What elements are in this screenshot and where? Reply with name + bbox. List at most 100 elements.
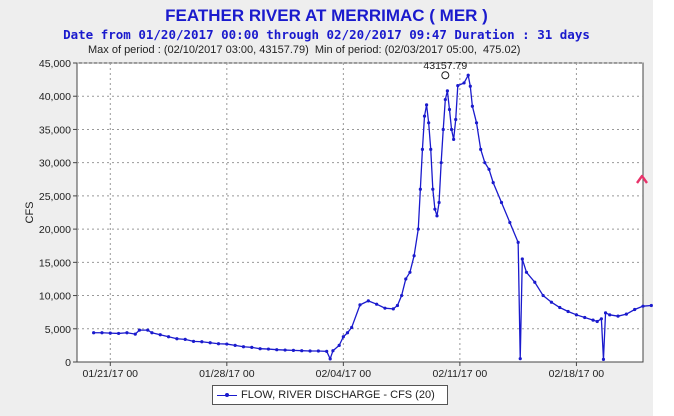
max-annotation: 43157.79 bbox=[423, 60, 467, 72]
data-point bbox=[408, 270, 412, 274]
data-point bbox=[520, 257, 524, 261]
data-point bbox=[427, 121, 431, 125]
data-point bbox=[633, 307, 637, 312]
data-point bbox=[316, 349, 320, 353]
data-point bbox=[100, 331, 104, 335]
data-point bbox=[422, 114, 427, 118]
data-point bbox=[558, 305, 562, 310]
data-point bbox=[649, 303, 653, 308]
x-tick-label: 02/11/17 00 bbox=[433, 368, 488, 380]
data-point bbox=[366, 299, 370, 303]
data-point bbox=[603, 311, 608, 315]
x-tick-label: 01/21/17 00 bbox=[83, 368, 139, 380]
data-point bbox=[283, 348, 287, 352]
data-point bbox=[601, 357, 606, 361]
data-point bbox=[441, 127, 445, 132]
data-point bbox=[183, 337, 187, 342]
data-point bbox=[616, 314, 620, 318]
data-point bbox=[487, 167, 491, 171]
y-tick-label: 25,000 bbox=[39, 191, 71, 203]
y-tick-label: 15,000 bbox=[39, 257, 71, 269]
data-point bbox=[350, 325, 354, 330]
data-point bbox=[499, 200, 504, 205]
data-point bbox=[418, 187, 422, 191]
data-point bbox=[437, 200, 441, 205]
max-marker bbox=[441, 71, 450, 80]
data-point bbox=[433, 207, 437, 211]
data-point bbox=[452, 137, 456, 142]
data-point bbox=[117, 331, 121, 336]
chart-legend: FLOW, RIVER DISCHARGE - CFS (20) bbox=[212, 385, 448, 405]
data-point bbox=[462, 81, 466, 85]
data-point bbox=[383, 306, 387, 310]
data-point bbox=[216, 342, 221, 346]
data-point bbox=[275, 348, 279, 352]
data-point bbox=[439, 161, 443, 165]
data-point bbox=[125, 331, 129, 335]
data-point bbox=[574, 313, 579, 317]
data-point bbox=[241, 345, 246, 349]
data-point bbox=[599, 317, 603, 321]
data-point bbox=[468, 84, 472, 88]
data-point bbox=[300, 349, 304, 353]
data-point bbox=[404, 277, 408, 281]
data-point bbox=[308, 349, 312, 353]
data-point bbox=[591, 318, 595, 322]
chart-title: FEATHER RIVER AT MERRIMAC ( MER ) bbox=[165, 6, 488, 25]
data-point bbox=[608, 313, 612, 317]
chart-subtitle: Date from 01/20/2017 00:00 through 02/20… bbox=[63, 27, 590, 42]
y-tick-label: 0 bbox=[65, 357, 71, 369]
data-point bbox=[166, 335, 171, 339]
data-point bbox=[266, 347, 271, 351]
data-point bbox=[420, 147, 425, 151]
data-point bbox=[435, 214, 439, 218]
arrow-mark-icon bbox=[636, 174, 648, 184]
data-point bbox=[137, 328, 142, 332]
flow-chart: 0 5,000 10,000 15,000 20,000 25,000 30,000 35,0… bbox=[24, 58, 653, 380]
y-tick-label: 35,000 bbox=[39, 124, 71, 136]
data-point bbox=[225, 342, 229, 346]
data-point bbox=[443, 97, 447, 102]
x-tick-label: 01/28/17 00 bbox=[199, 368, 255, 380]
data-point bbox=[456, 83, 460, 88]
data-point bbox=[133, 332, 137, 336]
data-point bbox=[291, 348, 296, 352]
legend-line-swatch bbox=[217, 391, 237, 400]
data-point bbox=[479, 147, 483, 151]
data-point bbox=[466, 73, 470, 77]
data-point bbox=[431, 187, 435, 191]
data-point bbox=[641, 304, 645, 308]
data-point bbox=[108, 331, 112, 335]
legend-label: FLOW, RIVER DISCHARGE - CFS (20) bbox=[241, 389, 435, 401]
data-point bbox=[395, 303, 400, 308]
data-point bbox=[449, 127, 454, 132]
data-point bbox=[470, 104, 474, 108]
data-point bbox=[358, 303, 362, 307]
data-point bbox=[416, 227, 420, 231]
data-point bbox=[92, 331, 96, 335]
y-tick-label: 45,000 bbox=[39, 58, 71, 70]
data-point bbox=[454, 117, 458, 122]
data-point bbox=[233, 343, 237, 347]
data-point bbox=[325, 349, 329, 353]
data-point bbox=[524, 270, 529, 274]
data-point bbox=[150, 331, 154, 335]
data-point bbox=[516, 240, 520, 244]
data-point bbox=[258, 347, 262, 351]
data-point bbox=[146, 328, 150, 332]
data-point bbox=[391, 307, 395, 311]
data-point bbox=[200, 340, 204, 344]
y-tick-label: 30,000 bbox=[39, 158, 71, 170]
data-point bbox=[566, 309, 570, 314]
data-point bbox=[208, 341, 212, 345]
data-point bbox=[533, 280, 537, 284]
data-point bbox=[429, 147, 433, 151]
data-point bbox=[191, 339, 196, 344]
plot-area bbox=[76, 62, 644, 363]
data-point bbox=[445, 89, 449, 93]
data-point bbox=[331, 349, 335, 353]
data-point bbox=[541, 293, 545, 298]
data-point bbox=[549, 300, 554, 304]
y-tick-label: 5,000 bbox=[45, 324, 71, 336]
data-point bbox=[250, 345, 254, 349]
